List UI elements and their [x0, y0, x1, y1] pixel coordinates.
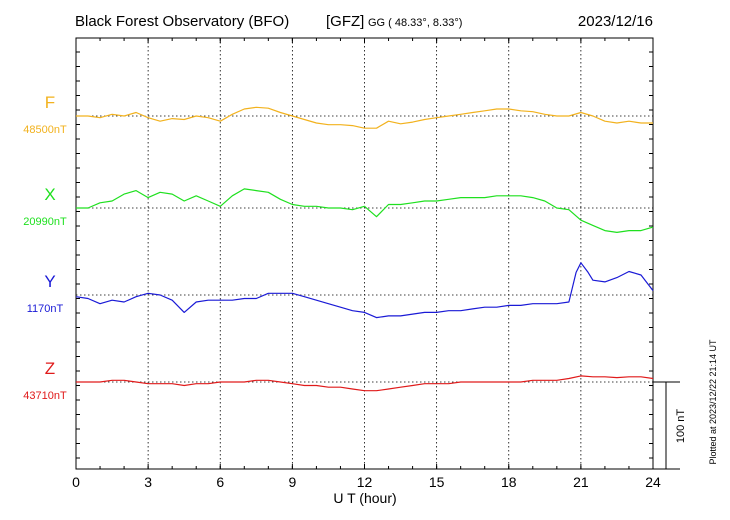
x-tick-label: 15	[429, 474, 445, 490]
x-tick-label: 9	[288, 474, 296, 490]
x-tick-label: 24	[645, 474, 661, 490]
scale-bar: 100 nT	[653, 381, 687, 470]
component-label-x: X	[44, 185, 55, 204]
series-line-y	[75, 262, 654, 319]
component-label-z: Z	[45, 359, 55, 378]
series-line-x	[76, 188, 654, 233]
series-line-z	[76, 375, 654, 392]
baseline-label-z: 43710nT	[23, 390, 67, 402]
component-label-f: F	[45, 93, 55, 112]
component-label-y: Y	[44, 272, 55, 291]
series-line-f	[76, 106, 653, 129]
x-tick-label: 12	[357, 474, 373, 490]
x-tick-label: 3	[144, 474, 152, 490]
x-axis-label: U T (hour)	[333, 490, 396, 506]
date-label: 2023/12/16	[578, 13, 653, 30]
grid-lines	[76, 38, 653, 469]
scale-bar-label: 100 nT	[675, 409, 687, 444]
agency-label: [GFZ]	[326, 13, 364, 30]
axis-ticks: 0 3 6 9 12 15 18 21 24	[72, 38, 661, 490]
x-tick-label: 21	[573, 474, 589, 490]
plotted-at-note: Plotted at 2023/12/22 21:14 UT	[708, 339, 718, 465]
x-tick-label: 6	[216, 474, 224, 490]
series-group	[75, 106, 654, 392]
series-labels: F 48500nT X 20990nT Y 1170nT Z 43710nT	[23, 93, 67, 402]
x-tick-label: 18	[501, 474, 517, 490]
baseline-label-x: 20990nT	[23, 216, 67, 228]
coords-label: GG ( 48.33°, 8.33°)	[368, 17, 462, 29]
chart-title: Black Forest Observatory (BFO)	[75, 13, 289, 30]
baseline-label-y: 1170nT	[27, 303, 64, 315]
x-tick-label: 0	[72, 474, 80, 490]
baseline-label-f: 48500nT	[23, 124, 67, 136]
